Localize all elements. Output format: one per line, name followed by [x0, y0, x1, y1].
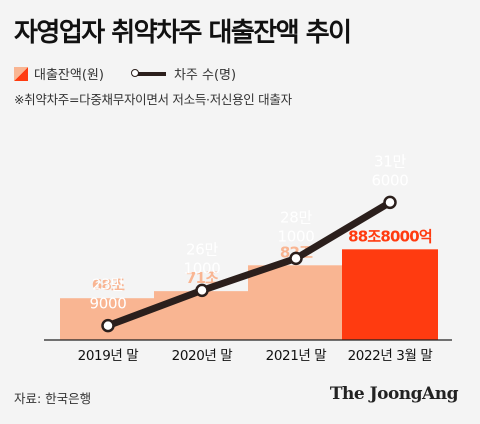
bar-3 — [248, 265, 344, 340]
legend-bar-swatch — [14, 66, 28, 81]
legend: 대출잔액(원) 차주 수(명) — [14, 64, 264, 83]
legend-item-borrower-count: 차주 수(명) — [130, 64, 237, 83]
line-point-4 — [383, 195, 397, 210]
chart-title: 자영업자 취약차주 대출잔액 추이 — [14, 18, 352, 48]
line-point-2 — [195, 283, 209, 298]
legend-line-label: 차주 수(명) — [173, 68, 237, 83]
bar-value-label-4: 88조8000억 — [348, 227, 432, 245]
line-value-label-4: 31만 6000 — [372, 152, 409, 189]
line-point-3 — [289, 251, 303, 266]
line-value-label-1: 23만 9000 — [90, 276, 127, 313]
definition-note: ※취약차주=다중채무자이면서 저소득·저신용인 대출자 — [14, 92, 292, 107]
line-value-label-2: 26만 1000 — [184, 240, 221, 277]
line-point-1 — [101, 318, 115, 333]
bar-2 — [154, 291, 250, 340]
source-text: 자료: 한국은행 — [14, 391, 92, 406]
legend-line-swatch — [130, 68, 166, 77]
brand-logo: The JoongAng — [329, 384, 459, 404]
x-tick-label-3: 2021년 말 — [266, 348, 327, 364]
x-tick-label-2: 2020년 말 — [172, 348, 233, 364]
borrower-line — [104, 198, 394, 330]
x-tick-label-1: 2019년 말 — [78, 348, 139, 364]
legend-item-loan-balance: 대출잔액(원) — [14, 64, 104, 83]
x-tick-label-4: 2022년 3월 말 — [348, 348, 433, 364]
line-value-label-3: 28만 1000 — [278, 208, 315, 245]
bar-value-label-2: 71조 — [186, 269, 219, 287]
bar-4 — [342, 249, 438, 340]
legend-bar-label: 대출잔액(원) — [34, 68, 104, 83]
bar-value-label-1: 68조 — [92, 276, 125, 294]
